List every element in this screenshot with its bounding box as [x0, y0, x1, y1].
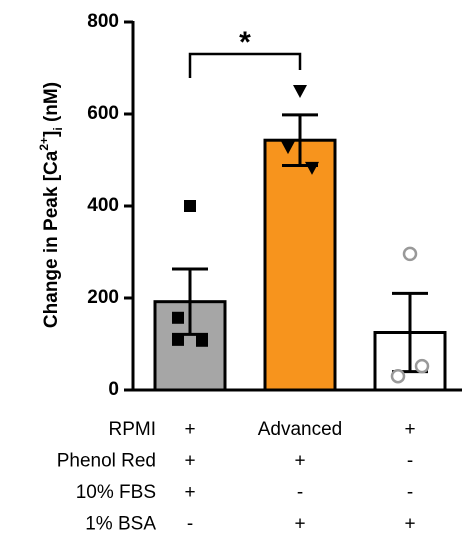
- condition-cell: +: [294, 514, 305, 535]
- condition-cell: Advanced: [258, 419, 343, 440]
- y-tick-label: 600: [87, 103, 119, 124]
- bar: [263, 138, 337, 392]
- point: [414, 358, 430, 374]
- point: [184, 200, 196, 212]
- point: [293, 85, 307, 98]
- point: [281, 141, 295, 155]
- condition-label: RPMI: [109, 419, 157, 440]
- y-label-sup: 2+: [37, 137, 51, 151]
- y-axis-label: Change in Peak [Ca2+]i (nM): [37, 82, 65, 328]
- significance-label: *: [239, 26, 251, 59]
- y-label-part: ]: [41, 131, 62, 137]
- point: [172, 333, 184, 346]
- y-tick-label: 200: [87, 287, 119, 308]
- condition-cell: -: [297, 482, 303, 503]
- point: [402, 246, 418, 262]
- y-label-sub: i: [51, 127, 65, 130]
- y-label-part: Change in Peak [Ca: [41, 150, 62, 328]
- y-tick-label: 800: [87, 11, 119, 32]
- point: [390, 368, 406, 384]
- point: [172, 311, 184, 324]
- condition-cell: +: [404, 419, 415, 440]
- condition-cell: +: [404, 514, 415, 535]
- point: [196, 334, 208, 347]
- point: [305, 161, 319, 175]
- condition-cell: +: [184, 419, 195, 440]
- condition-label: 10% FBS: [76, 482, 156, 503]
- y-tick-label: 0: [108, 379, 119, 400]
- condition-cell: +: [184, 451, 195, 472]
- condition-cell: +: [294, 451, 305, 472]
- condition-cell: -: [187, 514, 193, 535]
- condition-label: Phenol Red: [57, 451, 156, 472]
- condition-cell: -: [407, 451, 413, 472]
- condition-cell: -: [407, 482, 413, 503]
- condition-cell: +: [184, 482, 195, 503]
- y-label-part: (nM): [41, 82, 62, 127]
- y-tick-label: 400: [87, 195, 119, 216]
- condition-label: 1% BSA: [85, 514, 156, 535]
- significance-bracket: [188, 52, 302, 78]
